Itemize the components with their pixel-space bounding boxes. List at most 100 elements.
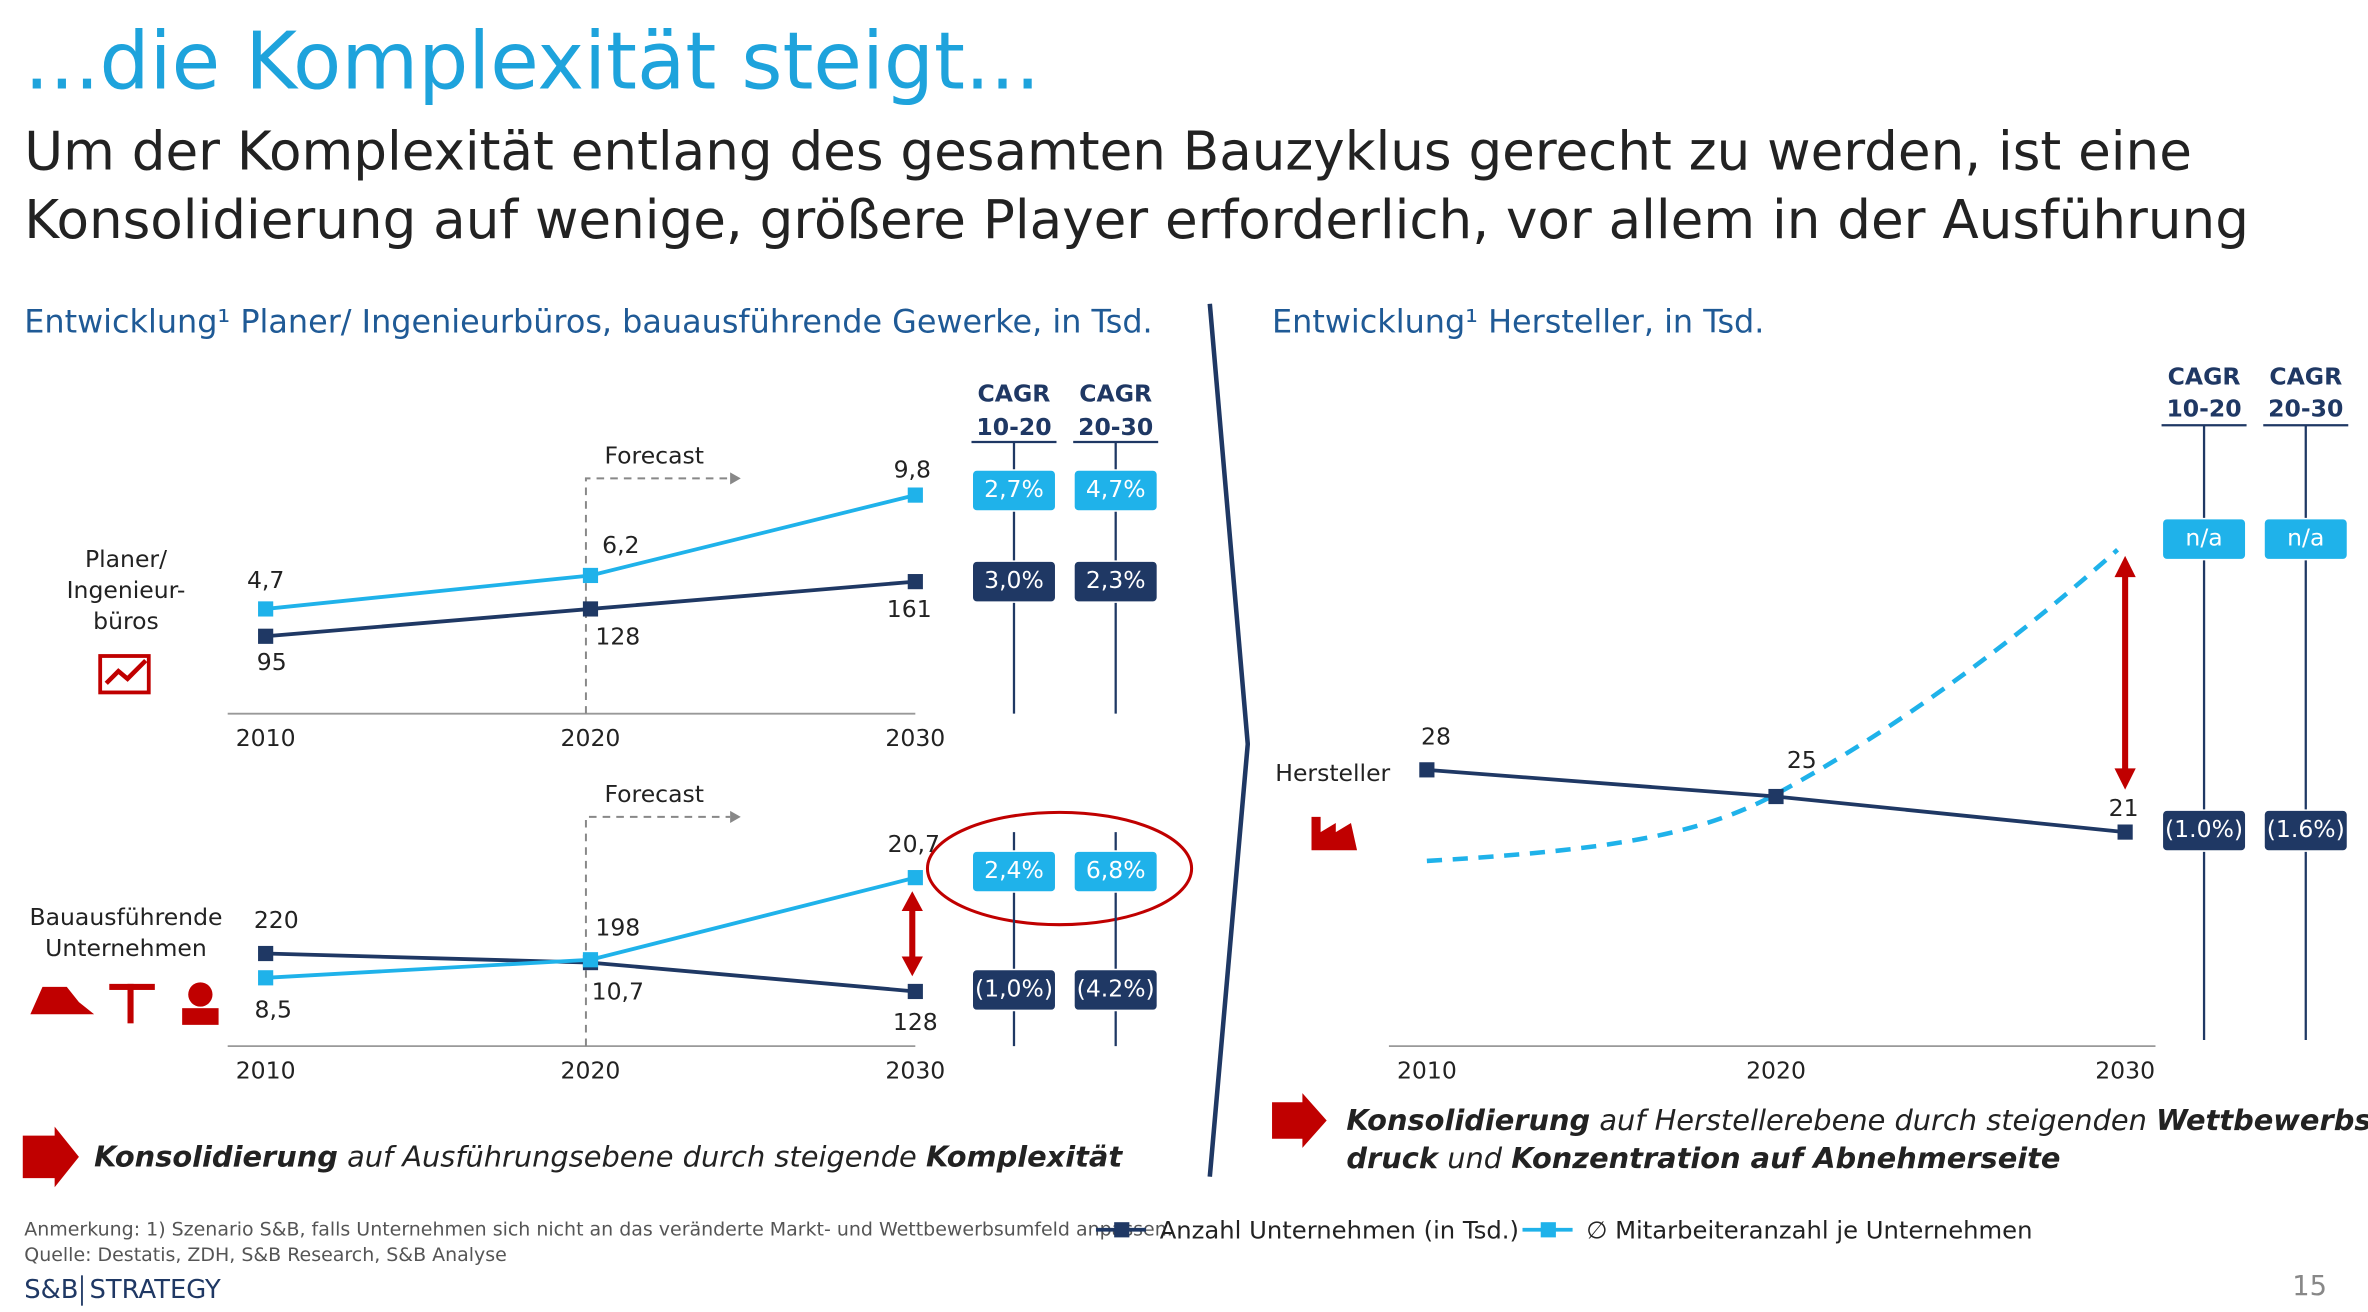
x-tick-label: 2010 [236,724,296,752]
cagr-badge [1073,968,1159,1012]
data-point [1419,762,1435,778]
cagr-badge [1073,850,1159,893]
row-label: Ingenieur- [67,576,186,604]
cagr-header: CAGR [1079,379,1152,407]
cagr-badge [1073,469,1159,512]
data-point [258,970,274,986]
x-tick-label: 2020 [1746,1056,1806,1084]
data-point [907,870,923,886]
row-label: Bauausführende [29,903,222,931]
cagr-badge [1073,560,1159,603]
forecast-arrowhead [730,810,741,823]
legend-marker [1114,1222,1130,1238]
subtitle: Um der Komplexität entlang des gesamten … [24,121,2192,183]
conclusion-segment: auf Herstellerebene durch steigenden [1590,1103,2156,1137]
cagr-value: 2,4% [984,856,1044,884]
conclusion-segment: Konzentration auf Abnehmerseite [1511,1141,2060,1175]
conclusion-segment: druck [1346,1141,1439,1175]
row-label: Hersteller [1275,759,1390,787]
conclusion-segment: Komplexität [926,1139,1123,1173]
value-label: 9,8 [894,455,931,483]
value-label: 128 [893,1008,938,1036]
value-label: 95 [257,648,287,676]
data-point [1768,788,1784,805]
value-label: 8,5 [255,996,292,1024]
cagr-value: (1.0%) [2165,815,2243,843]
cagr-value: 4,7% [1086,475,1146,503]
source: Quelle: Destatis, ZDH, S&B Research, S&B… [24,1244,507,1266]
data-point [582,567,599,584]
value-label: 6,2 [602,531,639,559]
value-label: 198 [595,914,640,942]
value-label: 21 [2109,794,2139,822]
cagr-badge [2161,517,2247,561]
conclusion-segment: Wettbewerbs- [2156,1103,2368,1137]
cagr-header: 10-20 [976,413,1051,441]
data-point [582,952,599,968]
annotation: Forecast [604,780,704,808]
trend-curve [1426,548,2120,864]
cagr-header: CAGR [978,379,1051,407]
row-label: Planer/ [85,545,167,573]
logo: S&B [24,1275,78,1305]
data-point [258,601,274,617]
cagr-header: 20-30 [1078,413,1153,441]
heading: Entwicklung¹ Hersteller, in Tsd. [1272,303,1764,341]
cagr-badge [2161,809,2247,852]
x-tick-label: 2030 [885,724,945,752]
cagr-value: n/a [2185,524,2222,552]
divider [1207,303,1251,1177]
cagr-badge [2263,517,2349,561]
cagr-badge [971,850,1057,893]
cagr-value: 3,0% [984,566,1044,594]
data-point [2117,824,2133,840]
legend-label: Anzahl Unternehmen (in Tsd.) [1160,1215,1519,1244]
conclusion-segment: und [1438,1141,1511,1175]
footnote: Anmerkung: 1) Szenario S&B, falls Untern… [24,1218,1172,1240]
cagr-value: (4.2%) [1077,974,1155,1002]
conclusion-segment: auf Ausführungsebene durch steigende [338,1139,926,1173]
data-point [907,983,923,1000]
cagr-badge [971,968,1057,1012]
cagr-header: CAGR [2269,363,2342,391]
subtitle: Konsolidierung auf wenige, größere Playe… [24,189,2249,251]
cagr-badge [2263,809,2349,852]
conclusion: druck und Konzentration auf Abnehmerseit… [1346,1141,2060,1175]
cagr-header: CAGR [2168,363,2241,391]
title: ...die Komplexität steigt... [24,16,1040,108]
data-point [907,574,923,590]
value-label: 10,7 [592,978,644,1006]
cagr-badge [971,469,1057,512]
forecast-arrowhead [730,472,741,485]
x-tick-label: 2020 [561,1056,621,1084]
data-point [582,601,599,617]
cagr-value: 2,3% [1086,566,1146,594]
logo: STRATEGY [90,1275,221,1305]
row-label: Unternehmen [45,934,207,962]
value-label: 128 [595,622,640,650]
heading: Entwicklung¹ Planer/ Ingenieurbüros, bau… [24,303,1152,341]
cagr-header: 10-20 [2166,395,2241,423]
value-label: 28 [1421,722,1451,750]
row-label: büros [93,607,159,635]
x-tick-label: 2020 [561,724,621,752]
red-arrows [901,555,2136,977]
conclusion-segment: Konsolidierung [94,1139,338,1173]
cagr-header: 20-30 [2268,395,2343,423]
data-point [907,487,923,503]
cagr-value: (1,0%) [975,974,1053,1002]
value-label: 25 [1787,746,1817,774]
page-number: 15 [2292,1271,2327,1302]
value-label: 4,7 [247,566,284,594]
x-tick-label: 2010 [236,1056,296,1084]
cagr-value: 6,8% [1086,856,1146,884]
cagr-value: 2,7% [984,475,1044,503]
cagr-badge [971,560,1057,603]
value-label: 20,7 [888,830,940,858]
icons [22,654,1358,1188]
legend-marker [1540,1222,1556,1238]
data-point [258,945,274,962]
conclusion-segment: Konsolidierung [1346,1103,1590,1137]
data-point [258,628,274,644]
